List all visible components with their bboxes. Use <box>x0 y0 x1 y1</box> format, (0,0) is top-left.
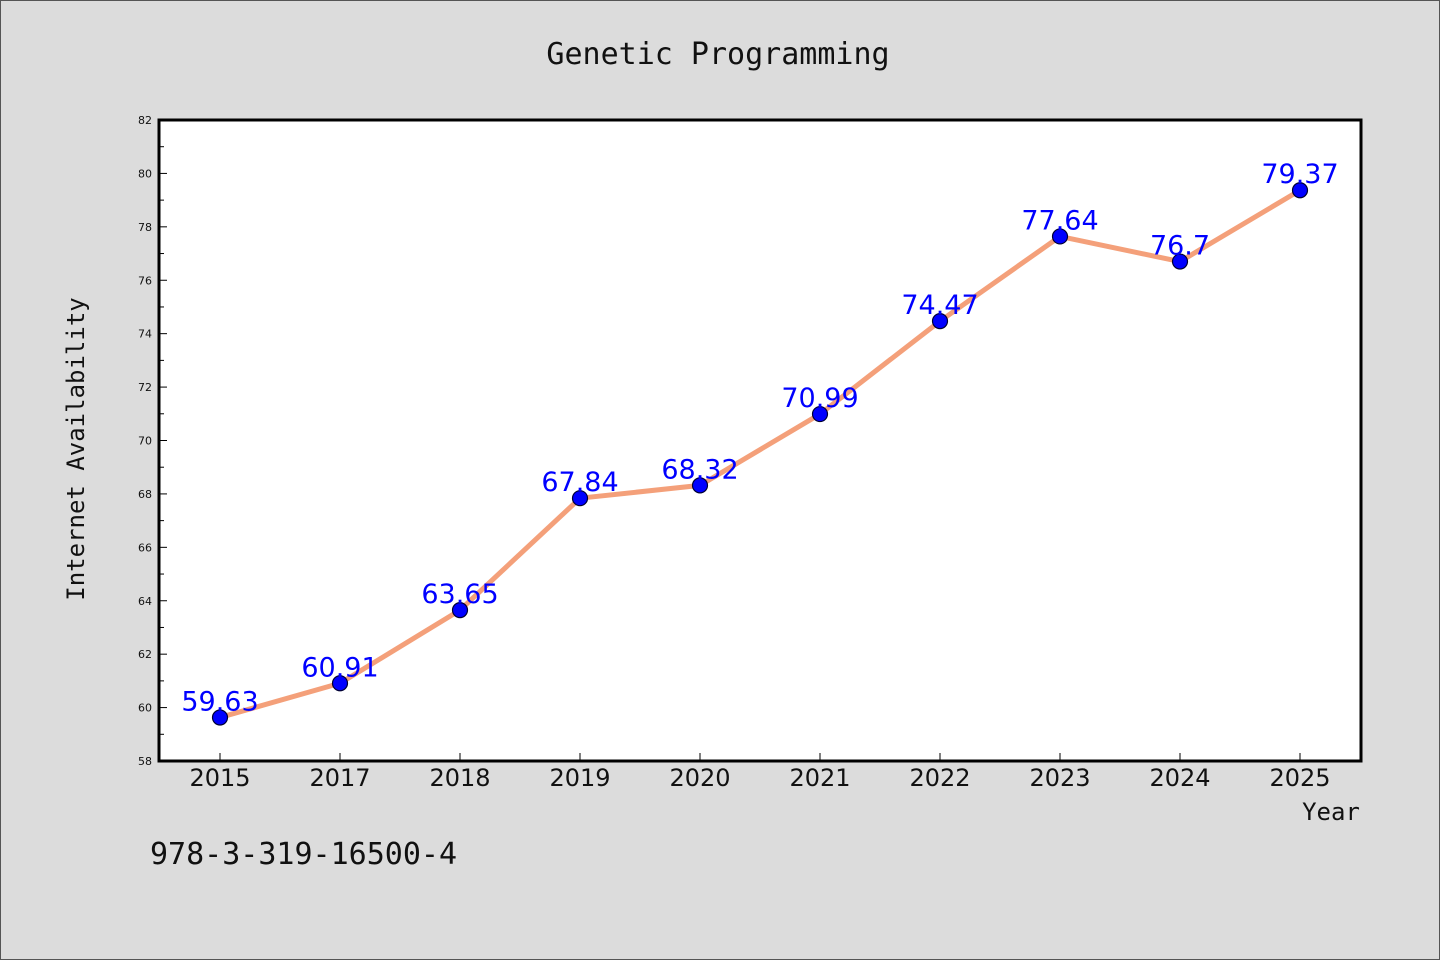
x-tick-label: 2020 <box>669 764 730 792</box>
x-tick-label: 2022 <box>909 764 970 792</box>
isbn-annotation: 978-3-319-16500-4 <box>150 837 457 872</box>
data-point <box>931 313 949 330</box>
series-line <box>217 187 1303 720</box>
y-tick-label: 66 <box>138 541 152 554</box>
y-tick-label: 60 <box>138 702 152 715</box>
data-label: 70.99 <box>781 383 858 414</box>
x-tick-label: 2018 <box>429 764 490 792</box>
x-tick-label: 2015 <box>189 764 250 792</box>
data-point <box>1171 253 1189 270</box>
data-label: 76.7 <box>1150 231 1210 262</box>
y-tick-label: 68 <box>138 488 152 501</box>
chart-title: Genetic Programming <box>546 37 889 72</box>
x-tick-label: 2017 <box>309 764 370 792</box>
data-point <box>691 477 709 494</box>
x-tick-label: 2023 <box>1029 764 1090 792</box>
y-tick-label: 80 <box>138 167 152 180</box>
y-tick-label: 58 <box>138 755 152 768</box>
data-point <box>1051 228 1069 245</box>
data-label: 60.91 <box>301 652 378 683</box>
y-tick-label: 82 <box>138 114 152 127</box>
x-tick-label: 2025 <box>1269 764 1330 792</box>
data-label: 74.47 <box>901 290 978 321</box>
data-point <box>811 405 829 423</box>
data-point <box>211 709 229 726</box>
data-point <box>571 490 589 507</box>
x-axis: 2015 2017 2018 2019 2020 2021 2022 2023 2024 2025 <box>189 753 1331 792</box>
y-tick-label: 78 <box>138 221 152 234</box>
y-tick-label: 72 <box>138 381 152 394</box>
data-label: 63.65 <box>421 579 498 610</box>
data-label: 59.63 <box>181 686 258 717</box>
data-point <box>331 675 349 692</box>
y-tick-label: 70 <box>138 435 152 448</box>
y-axis: 58 60 62 64 66 68 70 72 74 76 78 80 82 <box>138 114 167 768</box>
x-tick-label: 2019 <box>549 764 610 792</box>
y-tick-label: 64 <box>138 595 152 608</box>
y-tick-label: 76 <box>138 274 152 287</box>
data-label: 67.84 <box>541 467 618 498</box>
y-axis-label: Internet Availability <box>62 297 90 600</box>
y-tick-label: 74 <box>138 328 152 341</box>
x-tick-label: 2021 <box>789 764 850 792</box>
plot-area <box>157 118 1363 763</box>
series-layer: 59.63 60.91 63.65 67.84 68.32 70.99 74.47 77.64… <box>181 159 1339 726</box>
data-label: 79.37 <box>1261 159 1338 190</box>
data-label: 68.32 <box>661 454 738 485</box>
x-axis-label: Year <box>1302 798 1360 826</box>
data-point <box>1291 182 1309 199</box>
y-tick-label: 62 <box>138 648 152 661</box>
data-label: 77.64 <box>1021 205 1098 236</box>
x-tick-label: 2024 <box>1149 764 1210 792</box>
data-point <box>451 601 469 619</box>
